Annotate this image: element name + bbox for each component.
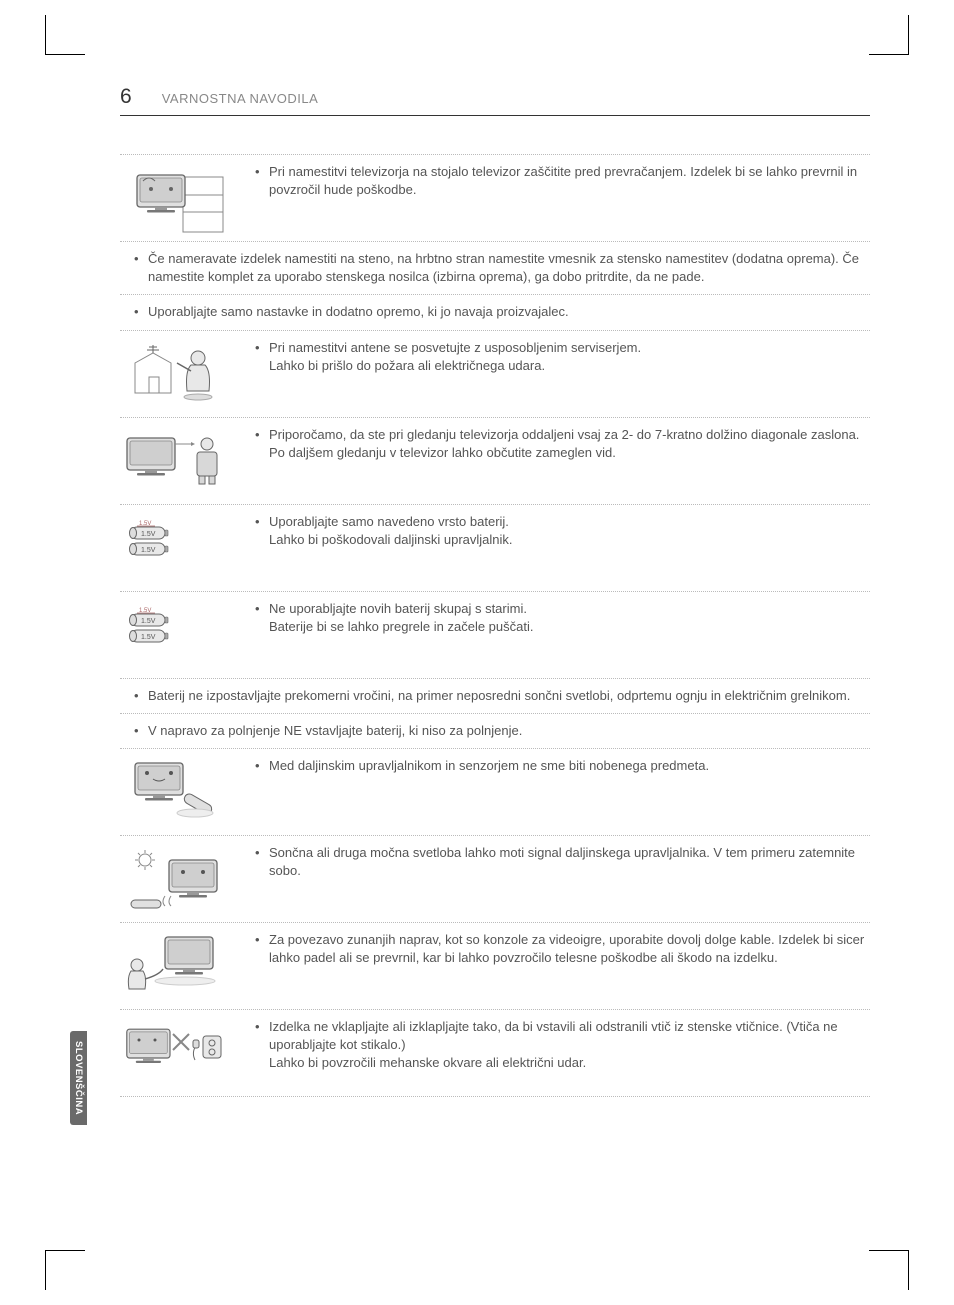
crop-mark-bl [45, 1250, 85, 1290]
header-title: VARNOSTNA NAVODILA [162, 91, 319, 106]
page-content: 6 VARNOSTNA NAVODILA Pri namestitvi tele… [120, 85, 870, 1097]
batteries-plain-icon: 1.5V 1.5V 1.5V [125, 513, 225, 583]
bullet-text: Priporočamo, da ste pri gledanju televiz… [269, 426, 859, 462]
instruction-row: Če nameravate izdelek namestiti na steno… [120, 241, 870, 294]
bullet-text: Uporabljajte samo nastavke in dodatno op… [148, 303, 569, 321]
svg-text:1.5V: 1.5V [139, 521, 151, 527]
instruction-row: Priporočamo, da ste pri gledanju televiz… [120, 417, 870, 504]
tv-sun-icon [125, 844, 225, 914]
instruction-row: Za povezavo zunanjih naprav, kot so konz… [120, 922, 870, 1009]
tv-distance-icon [125, 426, 225, 496]
crop-mark-tr [869, 15, 909, 55]
instruction-row: 1.5V 1.5V 1.5V Uporabljajte samo naveden… [120, 504, 870, 591]
bullet-text: Sončna ali druga močna svetloba lahko mo… [269, 844, 870, 880]
illustration: 1.5V 1.5V 1.5V [120, 600, 230, 670]
language-tab: SLOVENŠČINA [70, 1031, 87, 1125]
illustration: 1.5V 1.5V 1.5V [120, 513, 230, 583]
instruction-row: Pri namestitvi televizorja na stojalo te… [120, 154, 870, 241]
tv-stand-icon [125, 163, 225, 233]
instruction-row: Baterij ne izpostavljajte prekomerni vro… [120, 678, 870, 713]
svg-text:1.5V: 1.5V [141, 547, 156, 554]
bullet-text: V napravo za polnjenje NE vstavljajte ba… [148, 722, 522, 740]
illustration [120, 931, 230, 1001]
bullet-text: Pri namestitvi televizorja na stojalo te… [269, 163, 870, 199]
bullet-text: Za povezavo zunanjih naprav, kot so konz… [269, 931, 870, 967]
illustration [120, 844, 230, 914]
illustration [120, 163, 230, 233]
instruction-row: Pri namestitvi antene se posvetujte z us… [120, 330, 870, 417]
bullet-text: Med daljinskim upravljalnikom in senzorj… [269, 757, 709, 775]
svg-text:1.5V: 1.5V [141, 618, 156, 625]
illustration [120, 426, 230, 496]
svg-text:1.5V: 1.5V [141, 531, 156, 538]
bullet-text: Uporabljajte samo navedeno vrsto baterij… [269, 513, 513, 549]
instruction-row: Sončna ali druga močna svetloba lahko mo… [120, 835, 870, 922]
instruction-text: Pri namestitvi antene se posvetujte z us… [255, 339, 870, 375]
illustration [120, 1018, 230, 1088]
instruction-text: V napravo za polnjenje NE vstavljajte ba… [120, 722, 870, 740]
antenna-person-icon [125, 339, 225, 409]
instruction-row: V napravo za polnjenje NE vstavljajte ba… [120, 713, 870, 748]
instruction-row: Med daljinskim upravljalnikom in senzorj… [120, 748, 870, 835]
instruction-text: Uporabljajte samo navedeno vrsto baterij… [255, 513, 870, 549]
instruction-text: Če nameravate izdelek namestiti na steno… [120, 250, 870, 286]
instruction-text: Pri namestitvi televizorja na stojalo te… [255, 163, 870, 199]
instruction-text: Ne uporabljajte novih baterij skupaj s s… [255, 600, 870, 636]
instruction-row: Izdelka ne vklapljajte ali izklapljajte … [120, 1009, 870, 1096]
page-header: 6 VARNOSTNA NAVODILA [120, 85, 870, 116]
instruction-text: Uporabljajte samo nastavke in dodatno op… [120, 303, 870, 321]
instruction-text: Izdelka ne vklapljajte ali izklapljajte … [255, 1018, 870, 1073]
instruction-text: Baterij ne izpostavljajte prekomerni vro… [120, 687, 870, 705]
bullet-text: Pri namestitvi antene se posvetujte z us… [269, 339, 641, 375]
tv-remote-icon [125, 757, 225, 827]
tv-cable-icon [125, 931, 225, 1001]
illustration [120, 757, 230, 827]
tv-plug-icon [125, 1018, 225, 1088]
batteries-plain-icon: 1.5V 1.5V 1.5V [125, 600, 225, 670]
svg-text:1.5V: 1.5V [139, 608, 151, 614]
bullet-text: Ne uporabljajte novih baterij skupaj s s… [269, 600, 533, 636]
instruction-text: Priporočamo, da ste pri gledanju televiz… [255, 426, 870, 462]
instruction-text: Za povezavo zunanjih naprav, kot so konz… [255, 931, 870, 967]
svg-text:1.5V: 1.5V [141, 634, 156, 641]
illustration [120, 339, 230, 409]
instruction-row: Uporabljajte samo nastavke in dodatno op… [120, 294, 870, 329]
instruction-text: Sončna ali druga močna svetloba lahko mo… [255, 844, 870, 880]
crop-mark-tl [45, 15, 85, 55]
bullet-text: Če nameravate izdelek namestiti na steno… [148, 250, 870, 286]
bullet-text: Baterij ne izpostavljajte prekomerni vro… [148, 687, 850, 705]
page-number: 6 [120, 85, 132, 109]
crop-mark-br [869, 1250, 909, 1290]
instruction-row: 1.5V 1.5V 1.5V Ne uporabljajte novih bat… [120, 591, 870, 678]
instruction-text: Med daljinskim upravljalnikom in senzorj… [255, 757, 870, 775]
bullet-text: Izdelka ne vklapljajte ali izklapljajte … [269, 1018, 870, 1073]
